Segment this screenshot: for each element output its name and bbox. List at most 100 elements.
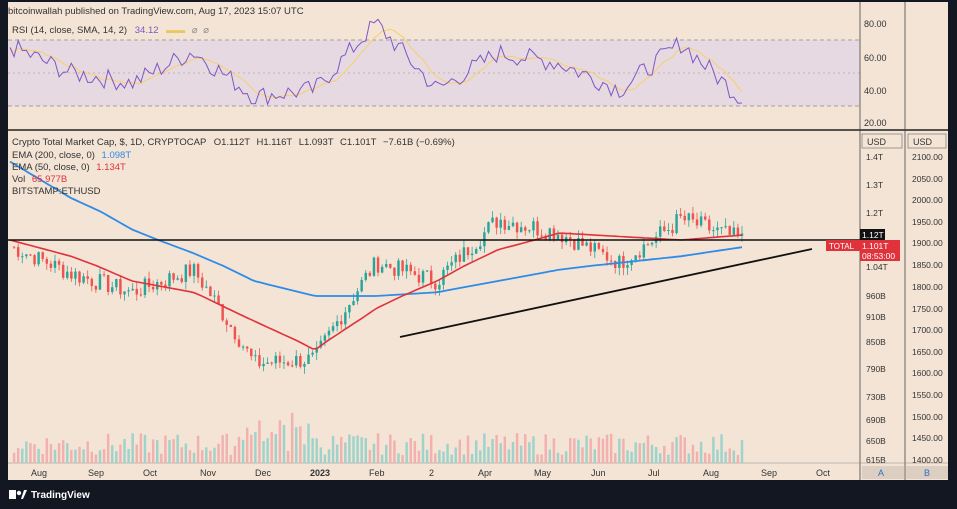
candle-body: [679, 214, 682, 216]
candle-body: [466, 247, 470, 256]
candle-body: [168, 273, 171, 287]
candle-body: [454, 254, 457, 263]
candle-body: [213, 295, 216, 297]
candle-body: [160, 282, 163, 285]
scale-a-button[interactable]: A: [878, 468, 884, 478]
candle-body: [66, 271, 69, 278]
volume-bar: [127, 448, 130, 463]
candle-body: [675, 214, 678, 234]
volume-bar: [180, 447, 183, 463]
candle-body: [299, 355, 302, 367]
volume-bar: [57, 443, 61, 463]
candle-body: [421, 271, 425, 283]
total-name-box: [826, 240, 860, 251]
candle-body: [119, 279, 122, 295]
volume-bar: [401, 454, 404, 463]
candle-body: [417, 274, 421, 283]
candle-body: [540, 235, 543, 237]
volume-bar: [728, 448, 731, 463]
volume-bar: [164, 435, 167, 463]
right-unit-button[interactable]: USD: [913, 137, 933, 147]
candle-body: [507, 226, 511, 230]
volume-bar: [286, 450, 290, 463]
ema200-value: 1.098T: [102, 150, 132, 161]
month-label: Feb: [369, 468, 385, 478]
volume-bar: [614, 452, 617, 463]
footer-brand: TradingView: [31, 490, 90, 501]
candle-body: [29, 254, 32, 256]
eth-tick: 1600.00: [912, 368, 943, 378]
candle-body: [716, 227, 719, 231]
volume-bar: [364, 438, 367, 463]
candle-body: [446, 265, 449, 270]
legend-low: L1.093T: [299, 137, 334, 148]
volume-bar: [667, 454, 670, 463]
candle-body: [740, 233, 744, 236]
candle-body: [16, 247, 20, 257]
left-unit-button[interactable]: USD: [867, 137, 887, 147]
rsi-tick: 20.00: [864, 118, 887, 128]
candle-body: [519, 227, 523, 233]
volume-bar: [200, 450, 204, 463]
candle-body: [667, 229, 670, 231]
candle-body: [614, 260, 617, 268]
candle-body: [311, 352, 314, 355]
volume-bar: [82, 449, 85, 463]
month-label: Nov: [200, 468, 217, 478]
ascending-trendline[interactable]: [399, 248, 813, 338]
candle-body: [176, 278, 179, 280]
volume-bar: [37, 448, 40, 463]
candle-body: [405, 264, 408, 272]
eth-tick: 1900.00: [912, 238, 943, 248]
rsi-sma-swatch: ▬▬: [166, 25, 186, 36]
cap-tick: 690B: [866, 415, 886, 425]
volume-bar: [176, 434, 179, 463]
volume-bar: [519, 445, 523, 463]
volume-bar: [237, 436, 241, 463]
candle-body: [487, 222, 490, 233]
candle-body: [634, 255, 637, 261]
volume-bar: [634, 442, 637, 463]
candle-body: [335, 321, 339, 327]
candle-body: [33, 255, 36, 265]
volume-bar: [192, 452, 196, 463]
volume-bar: [184, 443, 188, 463]
volume-bar: [372, 443, 376, 463]
volume-bar: [340, 436, 343, 463]
candle-body: [511, 222, 515, 227]
candle-body: [413, 271, 417, 275]
month-label: Dec: [255, 468, 272, 478]
volume-bar: [720, 434, 723, 463]
price-candles: [12, 206, 744, 374]
scale-b-button[interactable]: B: [924, 468, 930, 478]
volume-bar: [21, 448, 24, 463]
legend-close: C1.101T: [340, 137, 377, 148]
volume-bar: [683, 437, 686, 463]
volume-bar: [188, 450, 192, 463]
overlay-symbol: BITSTAMP:ETHUSD: [12, 186, 101, 197]
volume-bar: [147, 452, 151, 463]
volume-bar: [597, 437, 601, 463]
candle-body: [532, 221, 535, 231]
volume-bar: [241, 439, 245, 463]
candle-body: [658, 226, 662, 237]
candle-body: [434, 283, 437, 290]
candle-body: [143, 278, 147, 296]
candle-body: [609, 260, 613, 262]
volume-bar: [446, 443, 449, 463]
candle-body: [229, 324, 233, 327]
volume-bar: [217, 443, 220, 463]
candle-body: [556, 234, 560, 241]
volume-bar: [511, 441, 515, 463]
volume-bar: [483, 433, 486, 463]
candle-body: [200, 277, 204, 288]
candle-body: [393, 267, 396, 276]
eth-tick: 2000.00: [912, 195, 943, 205]
volume-bar: [356, 435, 359, 463]
candle-body: [61, 264, 65, 278]
volume-bar: [86, 441, 89, 463]
candle-body: [368, 272, 372, 276]
eth-tick: 1850.00: [912, 260, 943, 270]
candle-body: [274, 355, 278, 364]
candle-body: [470, 253, 474, 256]
